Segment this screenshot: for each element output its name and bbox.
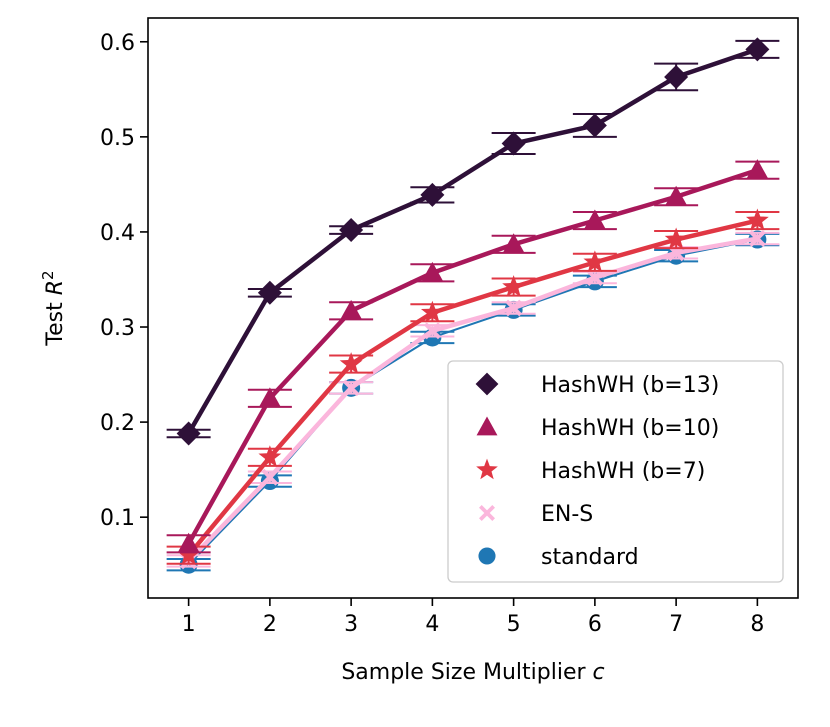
point-en-s-4 (423, 322, 441, 340)
y-tick-label-6: 0.6 (100, 31, 135, 56)
point-en-s-8 (748, 230, 766, 248)
series-hashwh-b13 (166, 37, 780, 446)
series-en-s (166, 230, 780, 570)
series-hashwh-b10 (166, 159, 780, 554)
point-hashwh-b13-7 (664, 64, 689, 89)
point-hashwh-b10-6 (583, 209, 606, 230)
point-en-s-2 (261, 468, 279, 486)
point-hashwh-b10-1 (177, 532, 200, 553)
x-tick-label-2: 2 (263, 612, 277, 637)
legend-box (447, 360, 784, 583)
point-en-s-5 (505, 299, 523, 317)
legend-marker-hashwh-b13 (475, 372, 499, 396)
y-tick-label-4: 0.4 (100, 221, 135, 246)
legend-marker-en-s (479, 505, 495, 521)
point-hashwh-b10-3 (340, 299, 363, 320)
legend-entry-hashwh-b10: HashWH (b=10) (476, 416, 719, 441)
legend-entry-hashwh-b7: HashWH (b=7) (476, 458, 705, 484)
series-line-en-s (187, 236, 758, 563)
point-hashwh-b13-8 (745, 37, 770, 62)
x-tick-label-3: 3 (344, 612, 358, 637)
x-axis-label: Sample Size Multiplier c (341, 660, 604, 685)
legend: HashWH (b=13) HashWH (b=10) HashWH (b=7) EN… (447, 360, 784, 583)
x-tick-label-1: 1 (182, 612, 196, 637)
point-hashwh-b10-2 (258, 387, 281, 408)
y-tick-label-2: 0.2 (100, 411, 135, 436)
y-tick-label-5: 0.5 (100, 126, 135, 151)
point-hashwh-b13-4 (420, 182, 445, 207)
series-line-hashwh-b7 (186, 218, 758, 557)
point-hashwh-b10-4 (421, 261, 444, 282)
x-tick-label-4: 4 (425, 612, 439, 637)
y-axis-label: Test R2 (39, 270, 68, 346)
series-line-hashwh-b10 (186, 167, 759, 545)
point-en-s-3 (342, 379, 360, 397)
legend-label-hashwh-b10: HashWH (b=10) (541, 416, 719, 441)
point-hashwh-b10-5 (502, 233, 525, 254)
point-hashwh-b7-3 (339, 352, 363, 374)
legend-label-hashwh-b13: HashWH (b=13) (541, 373, 719, 398)
point-hashwh-b7-6 (583, 250, 607, 273)
legend-label-en-s: EN-S (541, 502, 593, 527)
legend-entry-en-s: EN-S (479, 502, 593, 527)
legend-label-hashwh-b7: HashWH (b=7) (541, 459, 705, 484)
point-hashwh-b13-3 (339, 218, 364, 243)
point-hashwh-b7-8 (745, 208, 769, 231)
plot-frame (147, 17, 799, 599)
point-hashwh-b13-6 (582, 113, 607, 138)
point-hashwh-b7-2 (258, 445, 282, 467)
point-hashwh-b10-7 (665, 185, 688, 206)
legend-entry-hashwh-b13: HashWH (b=13) (475, 372, 719, 398)
legend-marker-standard (478, 547, 496, 565)
x-tick-label-8: 8 (750, 612, 764, 637)
x-tick-label-6: 6 (588, 612, 602, 637)
point-hashwh-b7-5 (502, 275, 526, 297)
point-hashwh-b7-7 (664, 227, 688, 250)
point-hashwh-b10-8 (746, 159, 769, 179)
series-line-hashwh-b13 (186, 47, 759, 435)
legend-entry-standard: standard (478, 545, 639, 570)
x-tick-label-5: 5 (507, 612, 521, 637)
point-hashwh-b13-2 (257, 280, 282, 305)
x-tick-label-7: 7 (669, 612, 683, 637)
y-tick-label-1: 0.1 (100, 506, 135, 531)
point-en-s-6 (586, 269, 604, 286)
plot-layer (166, 37, 780, 574)
point-hashwh-b13-1 (176, 421, 201, 446)
legend-label-standard: standard (541, 545, 639, 570)
legend-marker-hashwh-b7 (476, 458, 498, 480)
point-hashwh-b13-5 (501, 131, 526, 156)
ticks-layer: 1 2 3 4 5 6 7 8 0.1 0.2 0.3 0.4 0.5 0.6 (100, 31, 764, 637)
point-hashwh-b7-4 (420, 300, 444, 323)
legend-marker-hashwh-b10 (476, 416, 498, 436)
y-tick-label-3: 0.3 (100, 316, 135, 341)
point-hashwh-b7-1 (177, 543, 201, 565)
series-hashwh-b7 (166, 208, 780, 565)
